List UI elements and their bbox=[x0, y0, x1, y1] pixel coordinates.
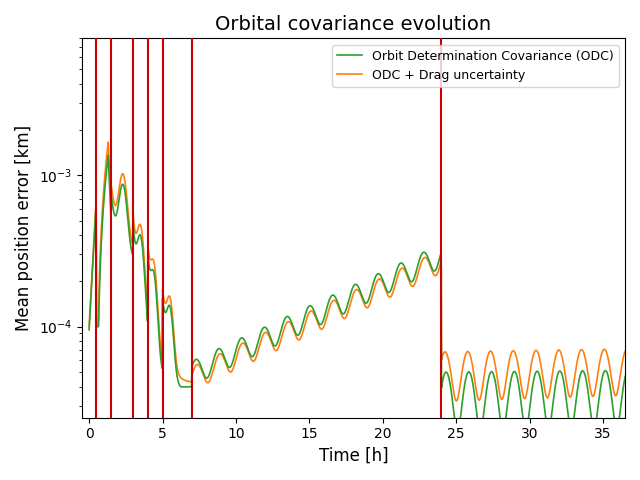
Orbit Determination Covariance (ODC) bbox=[621, 373, 629, 379]
Orbit Determination Covariance (ODC) bbox=[85, 327, 93, 333]
X-axis label: Time [h]: Time [h] bbox=[319, 447, 388, 465]
ODC + Drag uncertainty bbox=[255, 348, 262, 353]
Orbit Determination Covariance (ODC) bbox=[255, 338, 262, 344]
ODC + Drag uncertainty bbox=[621, 348, 629, 354]
Orbit Determination Covariance (ODC) bbox=[388, 284, 396, 289]
Orbit Determination Covariance (ODC) bbox=[421, 250, 429, 255]
Line: Orbit Determination Covariance (ODC): Orbit Determination Covariance (ODC) bbox=[89, 156, 625, 432]
Line: ODC + Drag uncertainty: ODC + Drag uncertainty bbox=[89, 142, 625, 401]
Orbit Determination Covariance (ODC) bbox=[454, 429, 461, 435]
Legend: Orbit Determination Covariance (ODC), ODC + Drag uncertainty: Orbit Determination Covariance (ODC), OD… bbox=[332, 45, 619, 87]
ODC + Drag uncertainty bbox=[85, 324, 93, 329]
ODC + Drag uncertainty bbox=[580, 350, 588, 356]
ODC + Drag uncertainty bbox=[596, 358, 604, 363]
ODC + Drag uncertainty bbox=[421, 254, 429, 260]
ODC + Drag uncertainty bbox=[212, 360, 220, 365]
Orbit Determination Covariance (ODC) bbox=[596, 388, 604, 394]
ODC + Drag uncertainty bbox=[388, 291, 396, 297]
Orbit Determination Covariance (ODC) bbox=[580, 369, 588, 375]
Y-axis label: Mean position error [km]: Mean position error [km] bbox=[15, 125, 33, 331]
Orbit Determination Covariance (ODC) bbox=[104, 153, 112, 158]
Title: Orbital covariance evolution: Orbital covariance evolution bbox=[215, 15, 492, 34]
ODC + Drag uncertainty bbox=[452, 398, 460, 404]
ODC + Drag uncertainty bbox=[104, 139, 112, 145]
Orbit Determination Covariance (ODC) bbox=[212, 351, 220, 357]
